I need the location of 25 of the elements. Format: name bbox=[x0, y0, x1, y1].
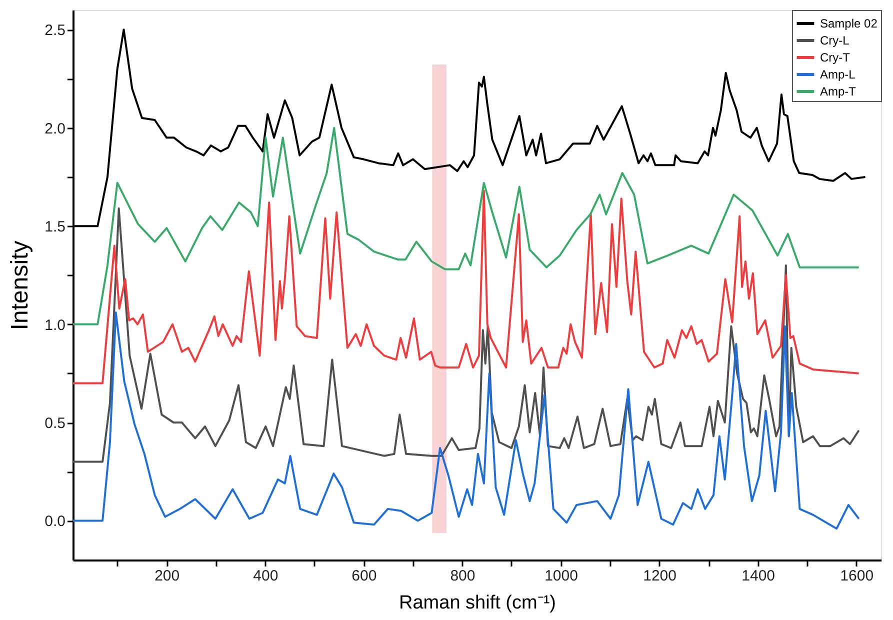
line-series bbox=[72, 312, 860, 530]
y-tick-label: 2.5 bbox=[44, 22, 66, 40]
y-axis-title: Intensity bbox=[6, 240, 34, 330]
x-tick-label: 200 bbox=[154, 568, 180, 584]
y-tick-label: 2.0 bbox=[44, 120, 66, 138]
y-tick-label: 1.0 bbox=[44, 316, 66, 334]
x-tick-label: 400 bbox=[253, 568, 278, 584]
x-tick-label: 600 bbox=[352, 568, 377, 584]
y-tick-label: 0.0 bbox=[44, 513, 66, 530]
legend-label: Amp-L bbox=[820, 68, 856, 82]
y-tick-label: 0.5 bbox=[44, 415, 66, 432]
y-tick-label: 1.5 bbox=[44, 218, 66, 236]
line-series bbox=[72, 190, 860, 384]
x-tick-label: 800 bbox=[450, 568, 476, 584]
legend-label: Amp-T bbox=[820, 84, 857, 98]
legend-label: Sample 02 bbox=[820, 16, 878, 30]
legend-label: Cry-T bbox=[820, 50, 851, 64]
line-series bbox=[72, 207, 860, 463]
x-tick-label: 1200 bbox=[643, 568, 676, 584]
x-tick-label: 1000 bbox=[544, 568, 578, 584]
x-tick-label: 1400 bbox=[742, 568, 776, 584]
line-series bbox=[72, 126, 860, 326]
legend-label: Cry-L bbox=[820, 34, 850, 48]
x-axis-title: Raman shift (cm⁻¹) bbox=[399, 592, 556, 614]
x-tick-label: 1600 bbox=[840, 568, 874, 584]
